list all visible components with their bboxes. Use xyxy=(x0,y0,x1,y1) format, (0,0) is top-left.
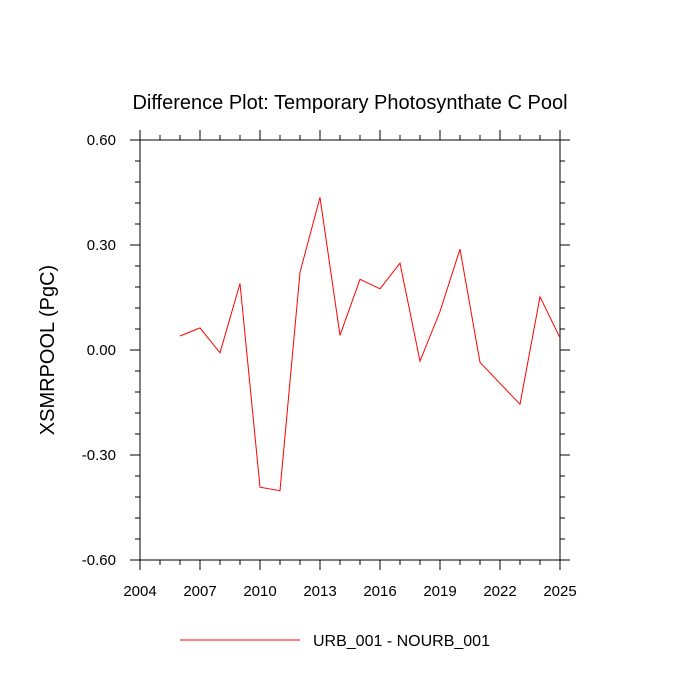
ticks-layer: 2004 2007 2010 2013 2016 2019 2022 2025 -0.60 -0.… xyxy=(82,130,577,600)
series-line-0 xyxy=(179,197,561,492)
chart-title: Difference Plot: Temporary Photosynthate… xyxy=(132,92,567,114)
x-tick-label: 2019 xyxy=(423,583,456,600)
x-tick-label: 2016 xyxy=(363,583,396,600)
x-tick-label: 2025 xyxy=(543,583,576,600)
y-tick-label: -0.30 xyxy=(82,447,116,464)
x-tick-label: 2004 xyxy=(123,583,156,600)
y-tick-label: 0.30 xyxy=(87,237,116,254)
x-tick-label: 2007 xyxy=(183,583,216,600)
legend: URB_001 - NOURB_001 xyxy=(180,633,490,650)
y-tick-label: 0.00 xyxy=(87,342,116,359)
y-tick-label: -0.60 xyxy=(82,552,116,569)
y-tick-label: 0.60 xyxy=(87,132,116,149)
y-axis-label: XSMRPOOL (PgC) xyxy=(37,265,59,435)
x-tick-label: 2010 xyxy=(243,583,276,600)
series-layer xyxy=(179,197,561,492)
x-tick-label: 2022 xyxy=(483,583,516,600)
legend-label: URB_001 - NOURB_001 xyxy=(313,633,490,650)
plot-frame xyxy=(139,139,561,561)
x-tick-label: 2013 xyxy=(303,583,336,600)
